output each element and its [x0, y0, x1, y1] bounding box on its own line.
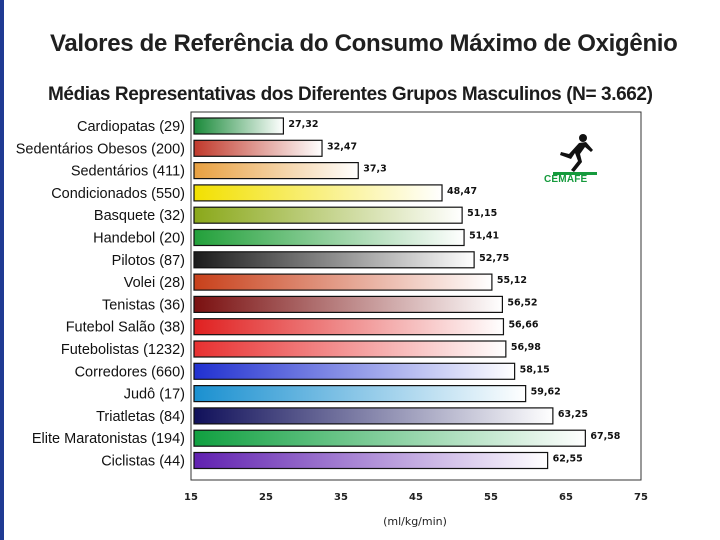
data-label: 56,98	[511, 342, 541, 353]
bar	[193, 184, 443, 202]
category-label: Triatletas (84)	[96, 409, 185, 425]
data-label: 51,41	[469, 231, 499, 242]
bar	[193, 362, 516, 380]
x-tick-label: 35	[334, 492, 348, 503]
logo-name: CEMAFE	[544, 174, 588, 185]
data-label: 56,52	[507, 297, 537, 308]
bar	[193, 206, 463, 224]
data-label: 55,12	[497, 275, 527, 286]
x-tick-label: 15	[184, 492, 198, 503]
category-label: Volei (28)	[124, 275, 185, 291]
data-label: 27,32	[288, 119, 318, 130]
bar	[193, 407, 554, 425]
data-label: 32,47	[327, 141, 357, 152]
bar	[193, 162, 359, 180]
slide-title: Valores de Referência do Consumo Máximo …	[50, 30, 678, 57]
x-tick-label: 65	[559, 492, 573, 503]
bar	[193, 451, 549, 470]
data-label: 58,15	[520, 364, 550, 375]
bar-group: Cardiopatas (29) 27,32 Sedentários Obesos …	[16, 117, 621, 470]
category-label: Condicionados (550)	[51, 186, 185, 202]
category-label: Corredores (660)	[75, 364, 185, 380]
category-label: Ciclistas (44)	[101, 454, 185, 470]
category-label: Elite Maratonistas (194)	[32, 431, 185, 447]
category-label: Futebolistas (1232)	[61, 342, 185, 358]
bar	[193, 429, 586, 447]
bar	[193, 340, 507, 358]
category-label: Sedentários (411)	[71, 164, 185, 180]
category-label: Sedentários Obesos (200)	[16, 141, 185, 157]
category-label: Judô (17)	[124, 387, 185, 403]
data-label: 37,3	[363, 164, 386, 175]
bar	[193, 273, 493, 291]
runner-icon	[545, 128, 605, 200]
x-tick-label: 75	[634, 492, 648, 503]
bar	[193, 251, 475, 269]
data-label: 52,75	[479, 253, 509, 264]
bar	[193, 228, 465, 247]
bar	[193, 139, 323, 157]
x-axis-unit-label: (ml/kg/min)	[383, 515, 447, 528]
category-label: Pilotos (87)	[112, 253, 185, 269]
data-label: 62,55	[553, 454, 583, 465]
data-label: 67,58	[590, 431, 620, 442]
bar	[193, 295, 503, 313]
bar	[193, 117, 285, 135]
category-label: Basquete (32)	[94, 208, 185, 224]
category-label: Tenistas (36)	[102, 297, 185, 313]
bar	[193, 385, 527, 403]
data-label: 48,47	[447, 186, 477, 197]
category-label: Handebol (20)	[93, 231, 185, 247]
x-axis: 15 25 35 45 55 65 75	[184, 492, 648, 503]
x-tick-label: 25	[259, 492, 273, 503]
slide-left-rule	[0, 0, 4, 540]
category-label: Cardiopatas (29)	[77, 119, 185, 135]
data-label: 59,62	[531, 387, 561, 398]
data-label: 63,25	[558, 409, 588, 420]
x-tick-label: 45	[409, 492, 423, 503]
data-label: 56,66	[508, 320, 538, 331]
bar	[193, 318, 505, 336]
plot-frame	[190, 111, 642, 481]
x-tick-label: 55	[484, 492, 498, 503]
chart-subtitle: Médias Representativas dos Diferentes Gr…	[48, 84, 653, 105]
data-label: 51,15	[467, 208, 497, 219]
category-label: Futebol Salão (38)	[66, 320, 185, 336]
